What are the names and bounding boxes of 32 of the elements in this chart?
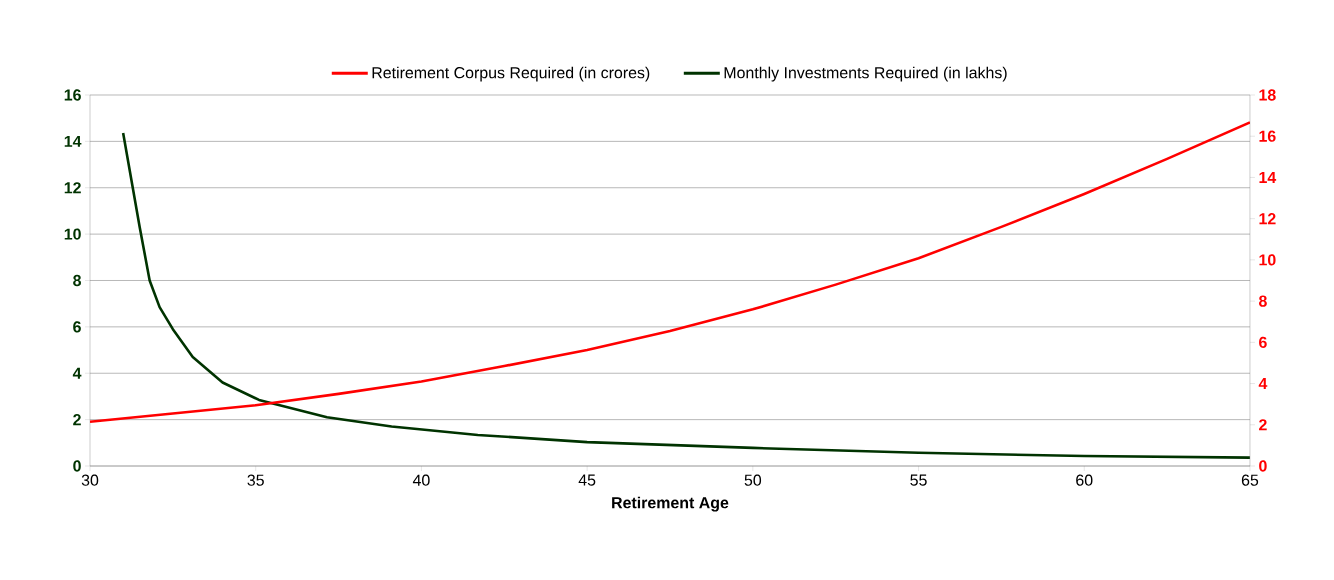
y-tick-label: 6	[73, 321, 81, 333]
y2-tick-label: 14	[1259, 171, 1277, 183]
y2-tick-label: 18	[1259, 89, 1276, 101]
y-tick-label: 12	[64, 182, 81, 194]
legend-label: Monthly Investments Required (in lakhs)	[724, 66, 1007, 82]
y2-tick-label: 2	[1259, 419, 1267, 431]
y2-tick-label: 10	[1259, 254, 1276, 266]
x-tick-label: 40	[412, 474, 430, 486]
y-tick-label: 0	[73, 460, 81, 472]
x-tick-label: 50	[744, 474, 762, 486]
x-tick-label: 30	[81, 474, 99, 486]
y-tick-label: 8	[73, 274, 81, 287]
x-tick-label: 55	[910, 474, 927, 486]
x-axis-title: Retirement Age	[612, 496, 729, 512]
y-tick-label: 14	[64, 135, 82, 147]
x-tick-label: 60	[1076, 474, 1093, 486]
y2-tick-label: 8	[1258, 295, 1267, 307]
y-tick-label: 10	[64, 228, 81, 240]
y-tick-label: 4	[72, 367, 82, 379]
x-tick-label: 65	[1241, 474, 1259, 486]
y2-tick-label: 6	[1259, 336, 1267, 348]
x-tick-label: 45	[578, 474, 596, 486]
y2-tick-label: 12	[1259, 213, 1276, 225]
y2-tick-label: 0	[1259, 460, 1267, 472]
y-tick-label: 2	[73, 414, 81, 426]
legend-label: Retirement Corpus Required (in crores)	[372, 66, 650, 82]
y2-tick-label: 4	[1258, 378, 1268, 390]
x-tick-label: 35	[247, 474, 264, 486]
line-series	[121, 131, 1250, 459]
line-series	[90, 121, 1250, 423]
y2-tick-label: 16	[1259, 130, 1276, 142]
y-tick-label: 16	[64, 89, 81, 101]
